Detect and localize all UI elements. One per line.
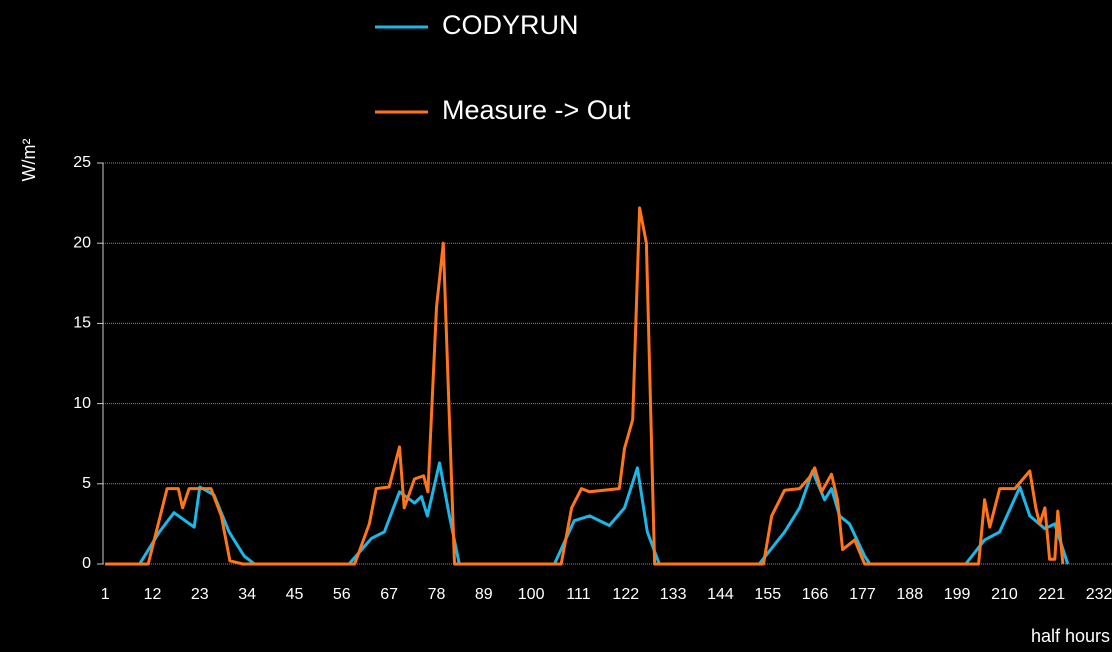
y-tick-label: 10 bbox=[73, 395, 91, 412]
x-tick-label: 67 bbox=[380, 586, 398, 603]
x-tick-label: 199 bbox=[944, 586, 971, 603]
legend-label: CODYRUN bbox=[442, 10, 579, 40]
x-tick-label: 111 bbox=[566, 586, 590, 603]
x-tick-label: 166 bbox=[802, 586, 829, 603]
series-line bbox=[105, 461, 1070, 566]
x-tick-label: 23 bbox=[191, 586, 209, 603]
x-tick-label: 89 bbox=[475, 586, 493, 603]
y-tick-label: 20 bbox=[73, 234, 91, 251]
x-axis-label: half hours bbox=[1031, 626, 1110, 646]
x-tick-label: 45 bbox=[286, 586, 304, 603]
x-tick-label: 155 bbox=[754, 586, 781, 603]
y-tick-label: 15 bbox=[73, 315, 91, 332]
x-tick-label: 221 bbox=[1038, 586, 1065, 603]
y-axis-label: W/m² bbox=[19, 139, 39, 182]
y-tick-label: 5 bbox=[82, 475, 91, 492]
x-tick-label: 144 bbox=[707, 586, 734, 603]
x-tick-label: 133 bbox=[660, 586, 687, 603]
y-tick-label: 0 bbox=[82, 555, 91, 572]
x-tick-label: 1 bbox=[101, 586, 110, 603]
x-tick-label: 232 bbox=[1086, 586, 1112, 603]
x-tick-label: 122 bbox=[612, 586, 639, 603]
x-tick-label: 210 bbox=[991, 586, 1018, 603]
x-tick-label: 100 bbox=[518, 586, 545, 603]
x-tick-label: 177 bbox=[849, 586, 876, 603]
x-tick-label: 188 bbox=[896, 586, 923, 603]
legend-label: Measure -> Out bbox=[442, 95, 631, 125]
x-tick-label: 34 bbox=[238, 586, 256, 603]
y-tick-label: 25 bbox=[73, 154, 91, 171]
x-tick-label: 12 bbox=[144, 586, 162, 603]
x-tick-label: 56 bbox=[333, 586, 351, 603]
x-tick-label: 78 bbox=[428, 586, 446, 603]
series-line bbox=[105, 206, 1065, 566]
